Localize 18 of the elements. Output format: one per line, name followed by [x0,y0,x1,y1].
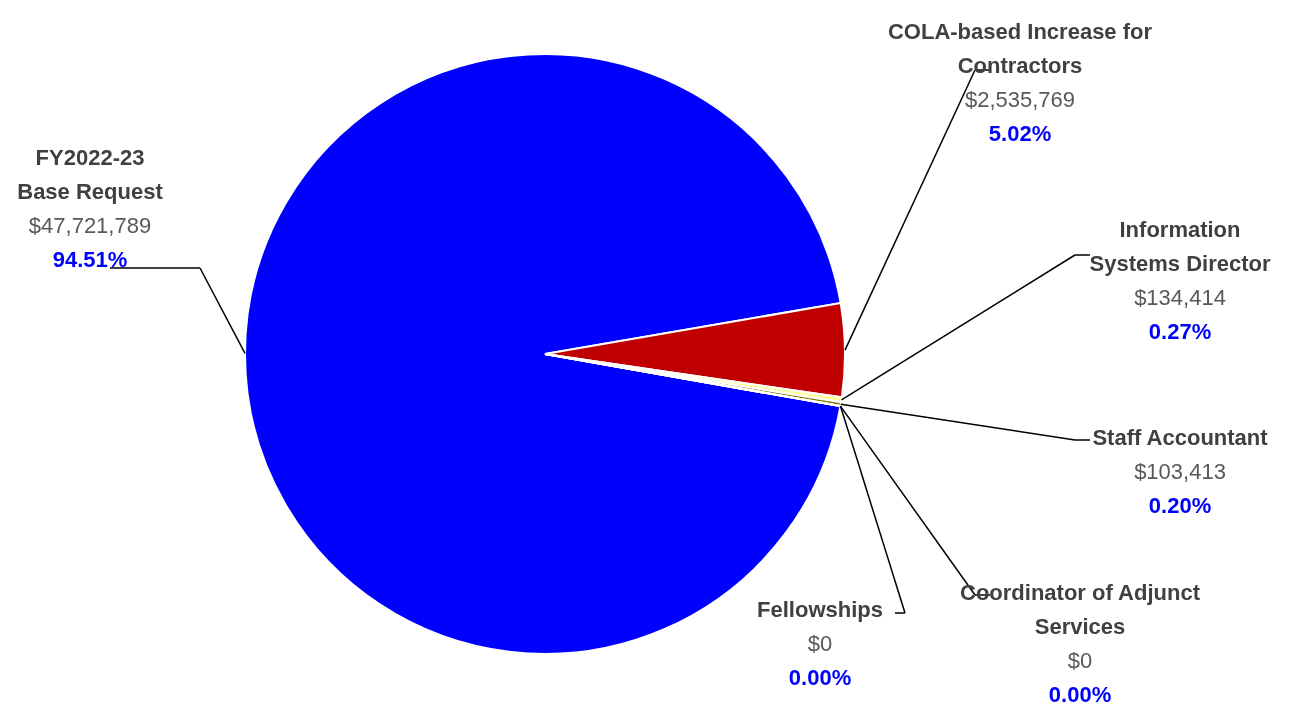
text: 94.51% [52,247,128,272]
data-label: $2,535,769 [964,87,1076,112]
category-label: Coordinator of Adjunct Services [960,580,1200,639]
text: 5.02% [988,121,1052,146]
text: 0.00% [788,665,852,690]
slice-label: Staff Accountant [1092,425,1269,450]
text: 0.00% [1048,682,1112,707]
text: 0.20% [1148,493,1212,518]
text: $0 [807,631,833,656]
slice-label: Information Systems Director [1089,217,1271,276]
slice-label: COLA-based Increase for Contractors [887,19,1153,78]
data-label: $134,414 [1134,285,1226,310]
slice-label: FY2022-23 Base Request [17,145,164,204]
data-label: $103,413 [1134,459,1226,484]
text: $0 [1067,648,1093,673]
category-label: Fellowships [757,597,883,622]
text: 0.27% [1148,319,1212,344]
data-label: $47,721,789 [28,213,152,238]
